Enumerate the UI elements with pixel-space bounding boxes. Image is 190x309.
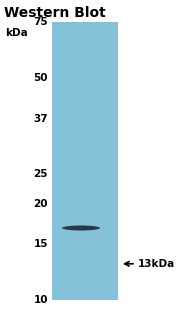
- Text: 13kDa: 13kDa: [138, 259, 175, 269]
- Text: kDa: kDa: [5, 28, 28, 38]
- Text: 75: 75: [33, 17, 48, 27]
- Text: Western Blot: Western Blot: [4, 6, 106, 20]
- Text: 50: 50: [33, 73, 48, 83]
- Text: 25: 25: [33, 169, 48, 179]
- Text: 37: 37: [33, 115, 48, 125]
- Text: 20: 20: [33, 199, 48, 210]
- Bar: [52, 22, 118, 300]
- Text: 10: 10: [33, 295, 48, 305]
- Ellipse shape: [62, 226, 100, 231]
- Text: 15: 15: [33, 239, 48, 249]
